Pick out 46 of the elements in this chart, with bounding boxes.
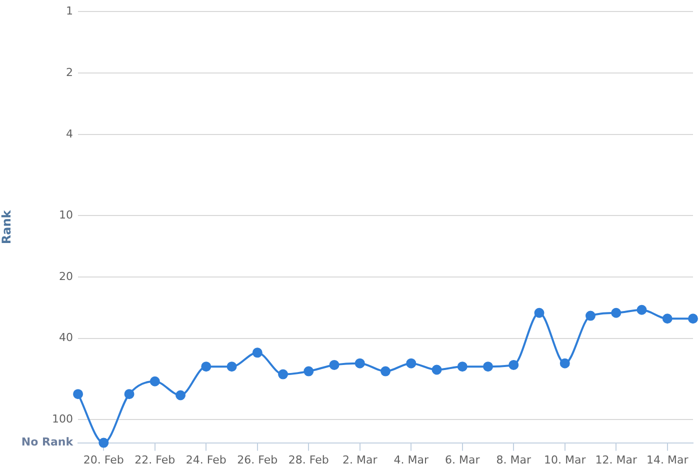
point xyxy=(278,369,288,380)
point xyxy=(406,358,416,368)
y-tick-label: 100 xyxy=(52,412,74,426)
y-tick-label: 10 xyxy=(59,208,74,222)
point xyxy=(611,308,622,318)
point xyxy=(560,358,570,368)
x-tick-label: 12. Mar xyxy=(595,453,638,466)
point xyxy=(688,314,698,324)
point xyxy=(329,360,340,370)
x-tick-label: 2. Mar xyxy=(342,453,378,466)
x-tick-label: 4. Mar xyxy=(394,453,429,466)
point xyxy=(380,366,391,376)
x-tick-label: 6. Mar xyxy=(445,453,480,466)
y-tick-label: No Rank xyxy=(21,436,74,449)
point xyxy=(662,314,672,324)
x-tick-label: 10. Mar xyxy=(544,453,586,466)
point xyxy=(252,348,262,358)
x-tick-label: 22. Feb xyxy=(134,453,176,466)
point xyxy=(586,310,596,321)
point xyxy=(201,362,212,372)
x-tick-label: 26. Feb xyxy=(237,453,278,466)
point xyxy=(226,362,237,372)
point xyxy=(124,389,134,400)
point xyxy=(150,376,160,386)
point xyxy=(98,438,109,448)
x-tick-label: 14. Mar xyxy=(646,453,689,466)
y-tick-label: 20 xyxy=(59,270,74,283)
x-tick-label: 20. Feb xyxy=(83,453,124,466)
point xyxy=(508,360,519,370)
y-tick-label: 1 xyxy=(66,4,74,18)
point xyxy=(534,308,544,318)
x-tick-label: 24. Feb xyxy=(186,453,226,466)
point xyxy=(432,364,442,375)
point xyxy=(304,366,314,376)
x-tick-label: 8. Mar xyxy=(496,453,532,466)
y-tick-label: 2 xyxy=(66,66,74,79)
point xyxy=(457,362,468,372)
point xyxy=(73,389,84,400)
y-axis-title: Rank xyxy=(0,209,14,244)
point xyxy=(483,362,494,372)
point xyxy=(176,390,186,400)
y-tick-label: 40 xyxy=(59,331,74,344)
point xyxy=(636,304,647,315)
x-tick-label: 28. Feb xyxy=(288,453,329,466)
point xyxy=(354,358,365,368)
y-tick-label: 4 xyxy=(66,127,74,140)
